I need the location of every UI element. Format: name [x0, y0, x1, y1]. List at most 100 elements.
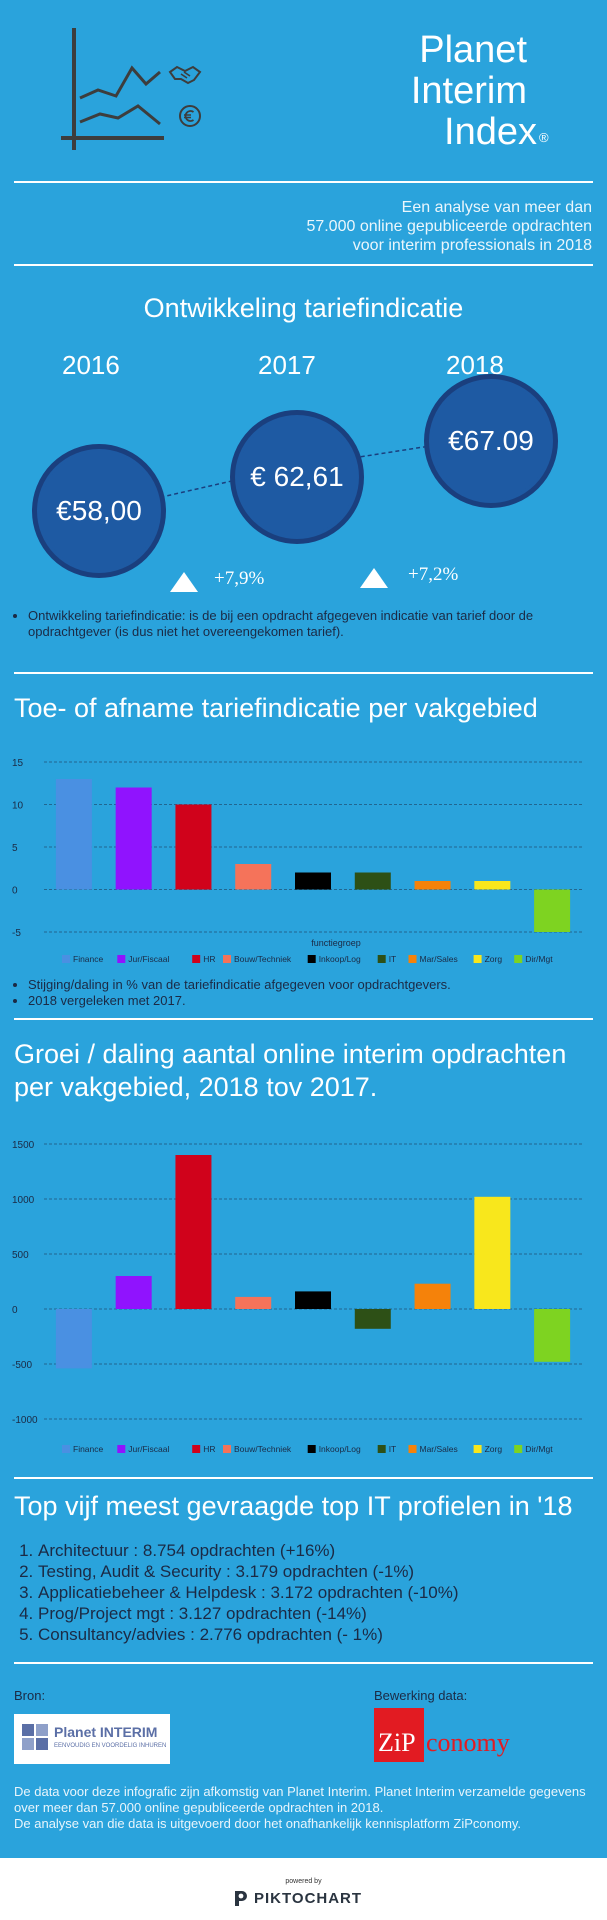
growth-2017: +7,9%: [214, 568, 265, 589]
sources-text-1: De data voor deze infografic zijn afkoms…: [14, 1784, 586, 1815]
tarief-note-item: Ontwikkeling tariefindicatie: is de bij …: [28, 608, 607, 640]
value-circle-2018: €67.09: [424, 374, 558, 508]
legend-swatch: [62, 1445, 70, 1453]
y-tick-label: -1000: [12, 1415, 38, 1426]
page-title: Planet Interim Index: [311, 30, 551, 153]
bar-jur-fiscaal: [115, 1276, 152, 1309]
planet-interim-logo: Planet INTERIM EENVOUDIG EN VOORDELIG IN…: [14, 1714, 170, 1764]
legend-swatch: [307, 1445, 316, 1453]
y-tick-label: -500: [12, 1360, 32, 1371]
value-2018: €67.09: [448, 425, 534, 456]
growth-2018: +7,2%: [408, 564, 459, 585]
legend-swatch: [408, 1445, 417, 1453]
subtitle: Een analyse van meer dan 57.000 online g…: [172, 198, 592, 255]
bar-bouw-techniek: [235, 864, 272, 890]
top5-title: Top vijf meest gevraagde top IT profiele…: [14, 1491, 573, 1521]
zip-logo-box: [374, 1708, 424, 1762]
sources-text: De data voor deze infografic zijn afkoms…: [14, 1784, 594, 1832]
year-2017: 2017: [258, 350, 316, 380]
legend-swatch: [117, 1445, 126, 1453]
value-circle-2016: €58,00: [32, 444, 166, 578]
bar-dir-mgt: [534, 889, 571, 932]
legend-swatch: [408, 955, 417, 963]
legend-label: HR: [203, 1444, 215, 1454]
chart-tarief-per-vakgebied: 15 10 5 0 -5 functiegroep Finance Jur/Fiscaal HR…: [12, 758, 582, 964]
x-axis-label: functiegroep: [311, 938, 361, 948]
divider: [14, 1018, 593, 1020]
legend-swatch: [223, 955, 231, 963]
sources-text-2: De analyse van die data is uitgevoerd do…: [14, 1816, 522, 1831]
y-tick-label: 10: [12, 801, 24, 812]
legend: Finance Jur/Fiscaal HR Bouw/Techniek Inkoop/…: [62, 1444, 553, 1454]
chart1-title: Toe- of afname tariefindicatie per vakge…: [14, 693, 538, 723]
year-2016: 2016: [62, 350, 120, 380]
bar-it: [354, 1309, 391, 1329]
bar-hr: [175, 804, 212, 890]
bar-jur-fiscaal: [115, 787, 152, 890]
piktochart-icon: [235, 1891, 247, 1906]
legend-label: Inkoop/Log: [319, 1444, 361, 1454]
list-item: Consultancy/advies : 2.776 opdrachten (-…: [38, 1624, 607, 1645]
list-item: Prog/Project mgt : 3.127 opdrachten (-14…: [38, 1603, 607, 1624]
y-tick-label: -5: [12, 928, 21, 939]
piktochart-logo[interactable]: PIKTOCHART: [232, 1888, 362, 1908]
legend-swatch: [192, 955, 201, 963]
euro-icon: [179, 105, 201, 127]
legend-label: Finance: [73, 1444, 104, 1454]
value-circle-2017: € 62,61: [230, 410, 364, 544]
top5-list: Architectuur : 8.754 opdrachten (+16%) T…: [10, 1540, 607, 1645]
legend-label: Jur/Fiscaal: [128, 954, 169, 964]
legend-label: IT: [389, 1444, 397, 1454]
legend-swatch: [223, 1445, 231, 1453]
legend-swatch: [192, 1445, 201, 1453]
bar-zorg: [474, 1196, 511, 1309]
bar-it: [354, 872, 391, 890]
planet-logo-main: Planet INTERIM: [54, 1724, 158, 1740]
legend-label: Mar/Sales: [420, 1444, 458, 1454]
list-item: Architectuur : 8.754 opdrachten (+16%): [38, 1540, 607, 1561]
zip-logo-b: conomy: [426, 1728, 510, 1757]
legend-label: Dir/Mgt: [525, 1444, 553, 1454]
registered-mark: ®: [539, 130, 549, 145]
planet-logo-tag: EENVOUDIG EN VOORDELIG INHUREN: [54, 1743, 167, 1749]
list-item: Applicatiebeheer & Helpdesk : 3.172 opdr…: [38, 1582, 607, 1603]
legend-label: Bouw/Techniek: [234, 954, 292, 964]
legend-swatch: [117, 955, 126, 963]
bron-label: Bron:: [14, 1688, 46, 1703]
powered-by: powered by: [285, 1878, 322, 1885]
chart1-note-2: 2018 vergeleken met 2017.: [28, 993, 607, 1009]
zipconomy-logo: ZiP conomy: [374, 1708, 524, 1762]
y-tick-label: 1000: [12, 1195, 35, 1206]
bar-hr: [175, 1155, 212, 1309]
legend-swatch: [514, 1445, 523, 1453]
footer: powered by PIKTOCHART: [0, 1858, 607, 1920]
subtitle-line-1: Een analyse van meer dan: [401, 199, 592, 216]
divider: [14, 1662, 593, 1664]
legend-label: Jur/Fiscaal: [128, 1444, 169, 1454]
legend-label: Finance: [73, 954, 104, 964]
legend-label: Dir/Mgt: [525, 954, 553, 964]
bar-dir-mgt: [534, 1309, 571, 1362]
legend-swatch: [307, 955, 316, 963]
planet-logo-icon: [22, 1724, 48, 1750]
handshake-icon: [168, 65, 202, 85]
title-line-2: Interim: [410, 70, 527, 112]
bewerking-label: Bewerking data:: [374, 1688, 468, 1703]
zip-logo-a: ZiP: [378, 1728, 416, 1757]
legend-swatch: [62, 955, 70, 963]
bar-inkoop-log: [295, 872, 331, 890]
legend-label: Bouw/Techniek: [234, 1444, 292, 1454]
divider: [14, 181, 593, 183]
up-triangle-icon: [360, 568, 388, 588]
bar-inkoop-log: [295, 1291, 331, 1309]
legend-label: HR: [203, 954, 215, 964]
chart2-title: Groei / daling aantal online interim opd…: [14, 1039, 567, 1102]
subtitle-line-2: 57.000 online gepubliceerde opdrachten: [306, 218, 592, 235]
subtitle-line-3: voor interim professionals in 2018: [352, 237, 592, 254]
chart1-notes: Stijging/daling in % van de tariefindica…: [10, 977, 607, 1009]
legend: Finance Jur/Fiscaal HR Bouw/Techniek Inkoop/…: [62, 954, 553, 964]
y-tick-label: 1500: [12, 1140, 35, 1151]
legend-swatch: [473, 955, 482, 963]
line-chart-icon: [61, 28, 164, 150]
header: Planet Interim Index ® Een analyse van m…: [0, 0, 607, 266]
